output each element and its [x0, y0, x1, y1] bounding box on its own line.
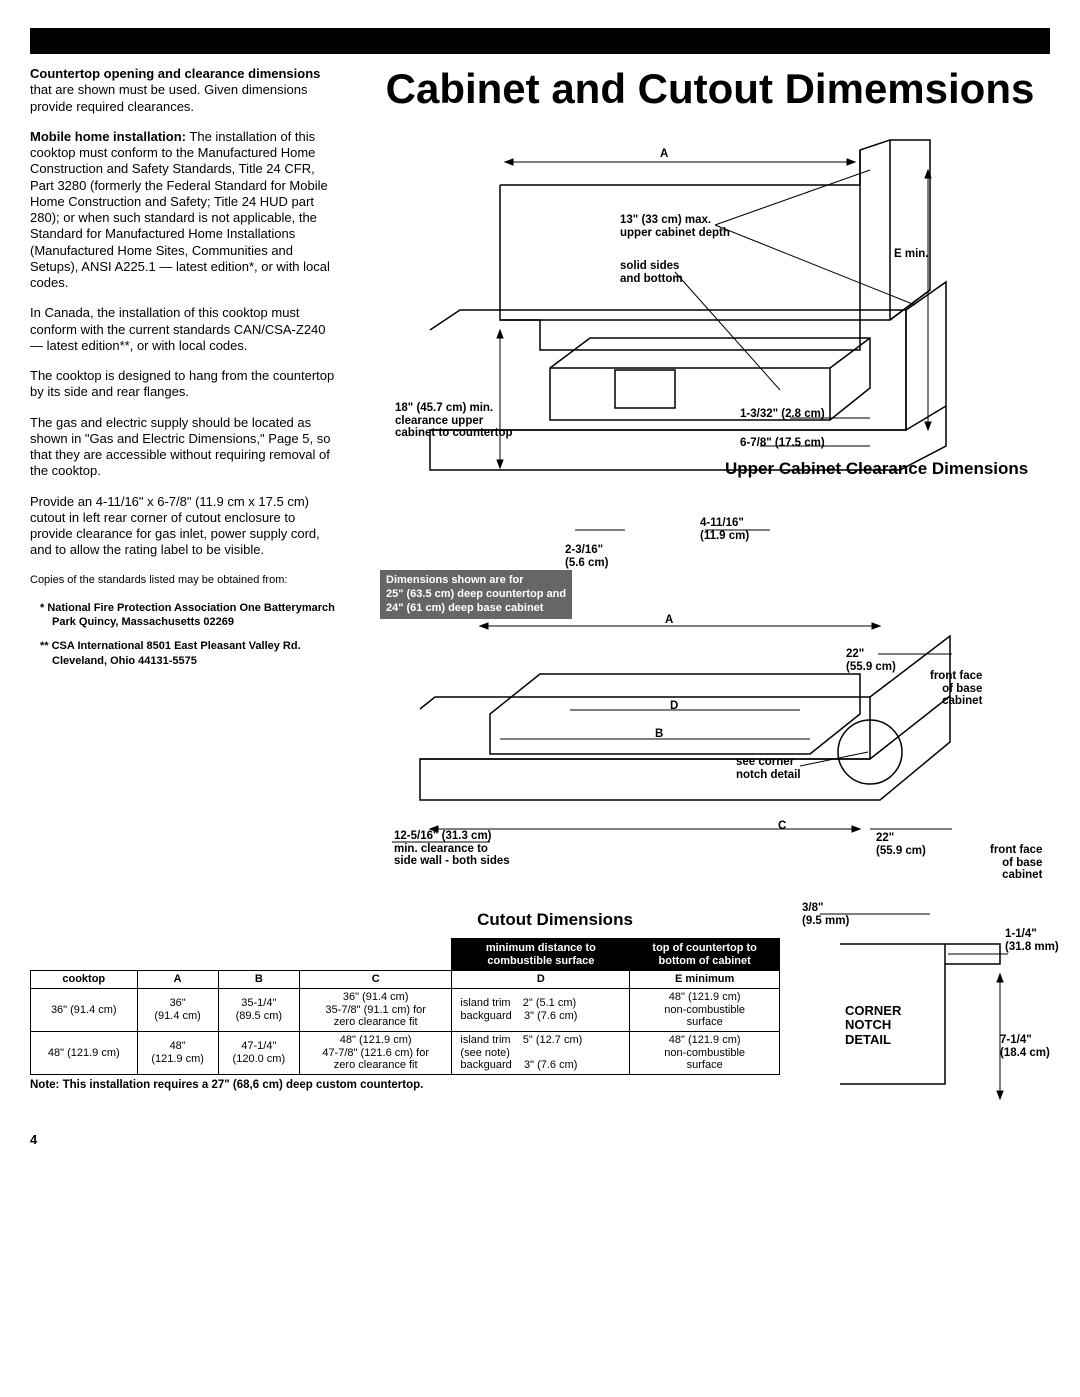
label-solid-sides: solid sides and bottom	[620, 260, 683, 285]
dimensions-note-box: Dimensions shown are for 25" (63.5 cm) d…	[380, 570, 572, 619]
corner-notch-heading: CORNER NOTCH DETAIL	[845, 1004, 901, 1047]
label-22a: 22" (55.9 cm)	[846, 648, 896, 673]
header-black-bar	[30, 28, 1050, 54]
table-hdr-cooktop: cooktop	[31, 971, 138, 989]
table-hdr-B: B	[218, 971, 299, 989]
paragraph-7: Copies of the standards listed may be ob…	[30, 573, 340, 587]
table-footnote: Note: This installation requires a 27" (…	[30, 1079, 780, 1091]
table-header-E-top: top of countertop to bottom of cabinet	[630, 939, 780, 971]
reference-2: ** CSA International 8501 East Pleasant …	[52, 639, 340, 668]
label-18in: 18" (45.7 cm) min. clearance upper cabin…	[395, 402, 513, 440]
label-6-7-8: 6-7/8" (17.5 cm)	[740, 437, 825, 450]
paragraph-1: Countertop opening and clearance dimensi…	[30, 66, 340, 115]
label-1-1-4: 1-1/4" (31.8 mm)	[1005, 928, 1059, 953]
reference-1: * National Fire Protection Association O…	[52, 601, 340, 630]
label-see-notch: see corner notch detail	[736, 756, 801, 781]
label-E-min: E min.	[894, 248, 929, 261]
table-hdr-D: D	[452, 971, 630, 989]
label-upper-depth: 13" (33 cm) max. upper cabinet depth	[620, 214, 730, 239]
cutout-dimensions-heading: Cutout Dimensions	[330, 910, 780, 930]
label-2-3-16: 2-3/16" (5.6 cm)	[565, 544, 608, 569]
paragraph-2: Mobile home installation: The installati…	[30, 129, 340, 292]
upper-cabinet-diagram: A 13" (33 cm) max. upper cabinet depth s…	[370, 130, 1050, 580]
label-22b: 22" (55.9 cm)	[876, 832, 926, 857]
label-7-1-4: 7-1/4" (18.4 cm)	[1000, 1034, 1050, 1059]
label-4-11-16: 4-11/16" (11.9 cm)	[700, 517, 749, 542]
paragraph-6: Provide an 4-11/16" x 6-7/8" (11.9 cm x …	[30, 494, 340, 559]
paragraph-5: The gas and electric supply should be lo…	[30, 415, 340, 480]
label-1-3-32: 1-3/32" (2.8 cm)	[740, 408, 825, 421]
main-title: Cabinet and Cutout Dimemsions	[370, 66, 1050, 112]
paragraph-4: The cooktop is designed to hang from the…	[30, 368, 340, 401]
paragraph-3: In Canada, the installation of this cook…	[30, 305, 340, 354]
upper-cabinet-heading: Upper Cabinet Clearance Dimensions	[725, 460, 1028, 479]
table-header-D-top: minimum distance to combustible surface	[452, 939, 630, 971]
table-hdr-E: E minimum	[630, 971, 780, 989]
table-hdr-C: C	[299, 971, 451, 989]
label-12-5-16: 12-5/16" (31.3 cm) min. clearance to sid…	[394, 830, 510, 868]
cutout-dimensions-table: minimum distance to combustible surface …	[30, 938, 780, 1075]
label-D2: D	[670, 700, 678, 713]
label-front-face-2: front face of base cabinet	[990, 844, 1042, 882]
label-A2: A	[665, 614, 673, 627]
label-front-face: front face of base cabinet	[930, 670, 982, 708]
label-B2: B	[655, 728, 663, 741]
countertop-cutout-diagram: A D B C 22" (55.9 cm) 22" (55.9 cm) fron…	[370, 614, 1050, 904]
left-text-column: Countertop opening and clearance dimensi…	[30, 66, 340, 904]
label-C2: C	[778, 820, 786, 833]
table-row: 36" (91.4 cm) 36" (91.4 cm) 35-1/4" (89.…	[31, 989, 780, 1032]
table-row: 48" (121.9 cm) 48" (121.9 cm) 47-1/4" (1…	[31, 1032, 780, 1075]
label-3-8: 3/8" (9.5 mm)	[802, 902, 849, 927]
page-number: 4	[30, 1132, 1050, 1147]
label-A: A	[660, 148, 668, 161]
corner-notch-detail-diagram: front face of base cabinet 3/8" (9.5 mm)…	[800, 904, 1050, 1114]
table-hdr-A: A	[137, 971, 218, 989]
